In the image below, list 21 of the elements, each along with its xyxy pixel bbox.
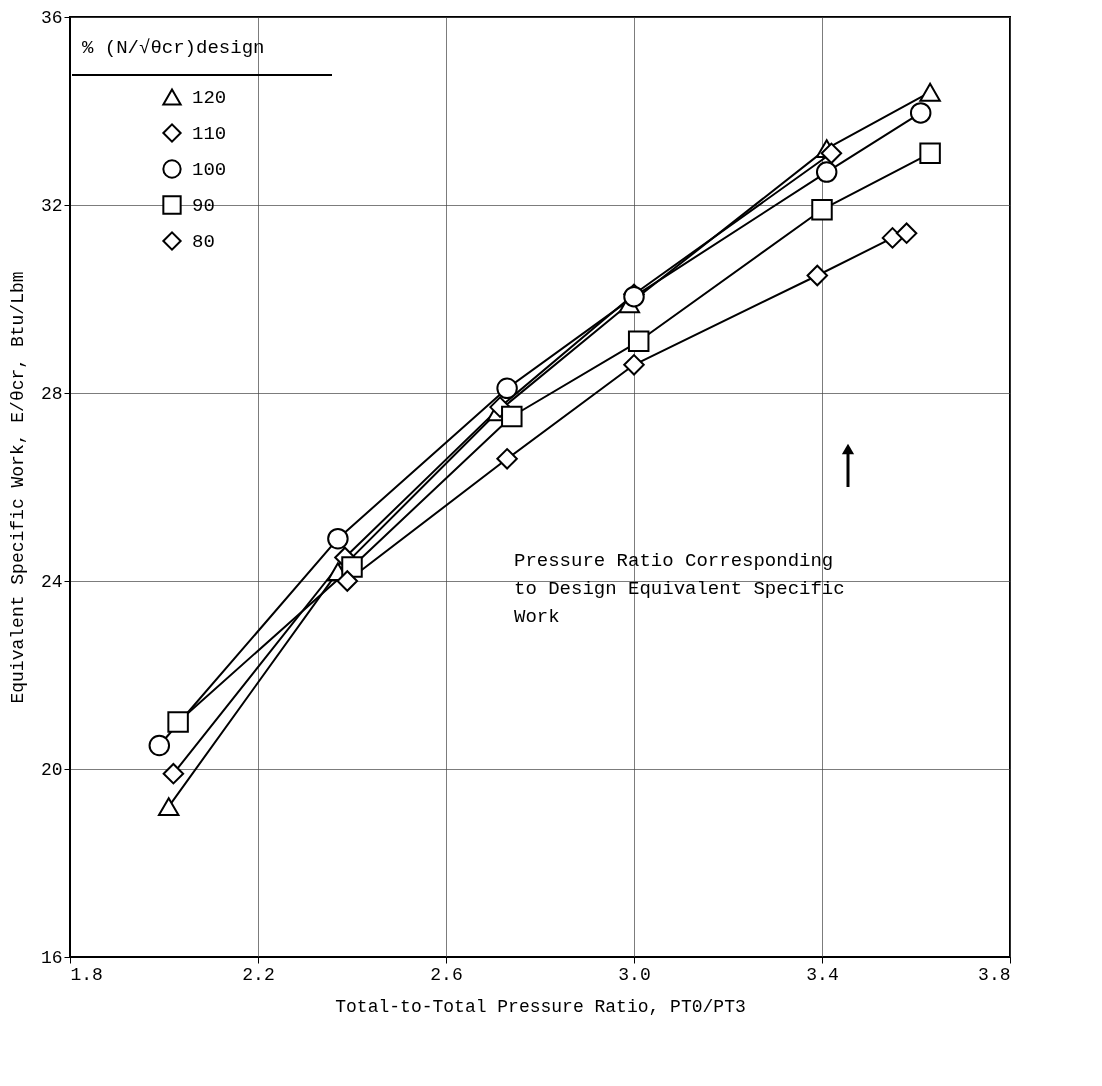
x-tick-label: 3.8 — [978, 964, 1011, 985]
y-tick-label: 28 — [40, 383, 63, 404]
legend-label: 120 — [192, 87, 227, 109]
annotation: Pressure Ratio Corresponding to Design Equivalent Specific Work — [514, 550, 845, 628]
x-tick-label: 1.8 — [70, 964, 103, 985]
y-tick-label: 20 — [40, 759, 63, 780]
y-tick-label: 36 — [40, 7, 63, 28]
x-tick-label: 2.6 — [430, 964, 463, 985]
legend-label: 100 — [192, 159, 227, 181]
legend-title: % (N/√θcr)design — [82, 37, 265, 59]
x-axis-title: Total-to-Total Pressure Ratio, PT0/PT3 — [335, 996, 746, 1017]
y-tick-label: 32 — [40, 195, 63, 216]
legend-label: 90 — [192, 195, 215, 217]
y-axis-title: Equivalent Specific Work, E/θcr, Btu/Lbm — [7, 271, 28, 704]
y-tick-label: 24 — [40, 571, 63, 592]
x-tick-label: 3.0 — [618, 964, 651, 985]
y-tick-label: 16 — [40, 947, 63, 968]
legend-label: 110 — [192, 123, 227, 145]
x-tick-label: 3.4 — [806, 964, 839, 985]
x-tick-label: 2.2 — [242, 964, 275, 985]
legend-label: 80 — [192, 231, 215, 253]
